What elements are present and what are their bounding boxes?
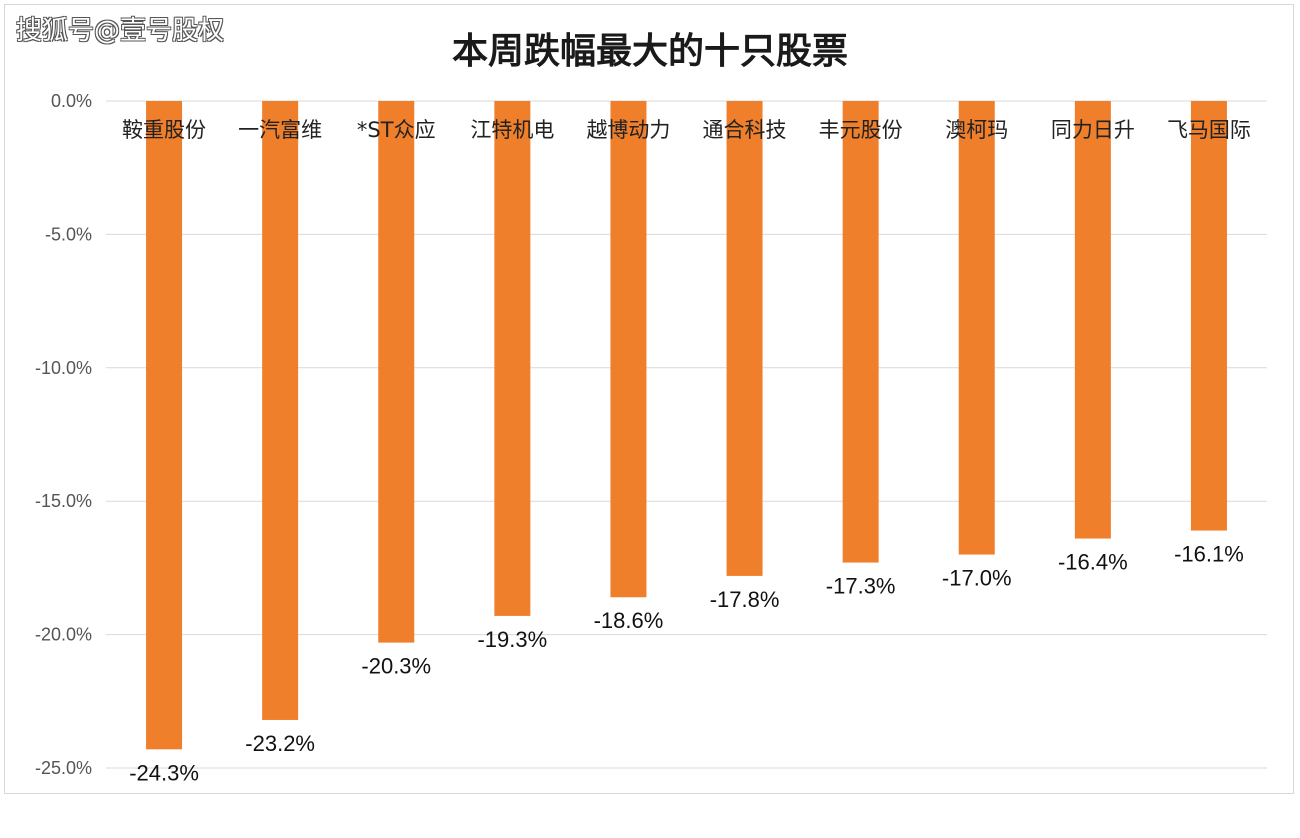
chart-title: 本周跌幅最大的十只股票 — [451, 31, 848, 72]
watermark: 搜狐号@壹号股权 — [16, 16, 225, 46]
category-label: 飞马国际 — [1167, 118, 1251, 142]
data-label: -20.3% — [361, 654, 431, 679]
y-tick-label: -10.0% — [35, 358, 92, 378]
category-label: 澳柯玛 — [945, 118, 1008, 142]
bar — [726, 101, 763, 576]
bar — [1190, 101, 1227, 531]
data-label: -16.1% — [1174, 542, 1244, 567]
category-label: 越博动力 — [586, 118, 670, 142]
data-label: -18.6% — [594, 608, 664, 633]
y-tick-label: -25.0% — [35, 758, 92, 778]
data-label: -24.3% — [129, 760, 199, 785]
category-label: 通合科技 — [703, 118, 787, 142]
category-label: 鞍重股份 — [122, 118, 206, 142]
category-label: *ST众应 — [357, 118, 436, 142]
bar — [262, 101, 299, 720]
y-tick-label: 0.0% — [51, 91, 92, 111]
chart-frame — [4, 4, 1294, 794]
category-label: 丰元股份 — [819, 118, 903, 142]
data-label: -17.8% — [710, 587, 780, 612]
y-tick-label: -20.0% — [35, 625, 92, 645]
data-label: -17.3% — [826, 574, 896, 599]
bar — [842, 101, 879, 563]
y-tick-label: -5.0% — [45, 224, 92, 244]
category-label: 一汽富维 — [238, 118, 322, 142]
category-label: 同力日升 — [1051, 118, 1135, 142]
category-label: 江特机电 — [470, 118, 554, 142]
bar — [1074, 101, 1111, 539]
bar — [610, 101, 647, 598]
bar — [146, 101, 183, 750]
data-label: -23.2% — [245, 731, 315, 756]
y-tick-label: -15.0% — [35, 491, 92, 511]
data-label: -16.4% — [1058, 550, 1128, 575]
data-label: -19.3% — [477, 627, 547, 652]
bar — [494, 101, 531, 616]
bar — [378, 101, 415, 643]
data-label: -17.0% — [942, 566, 1012, 591]
bar — [958, 101, 995, 555]
